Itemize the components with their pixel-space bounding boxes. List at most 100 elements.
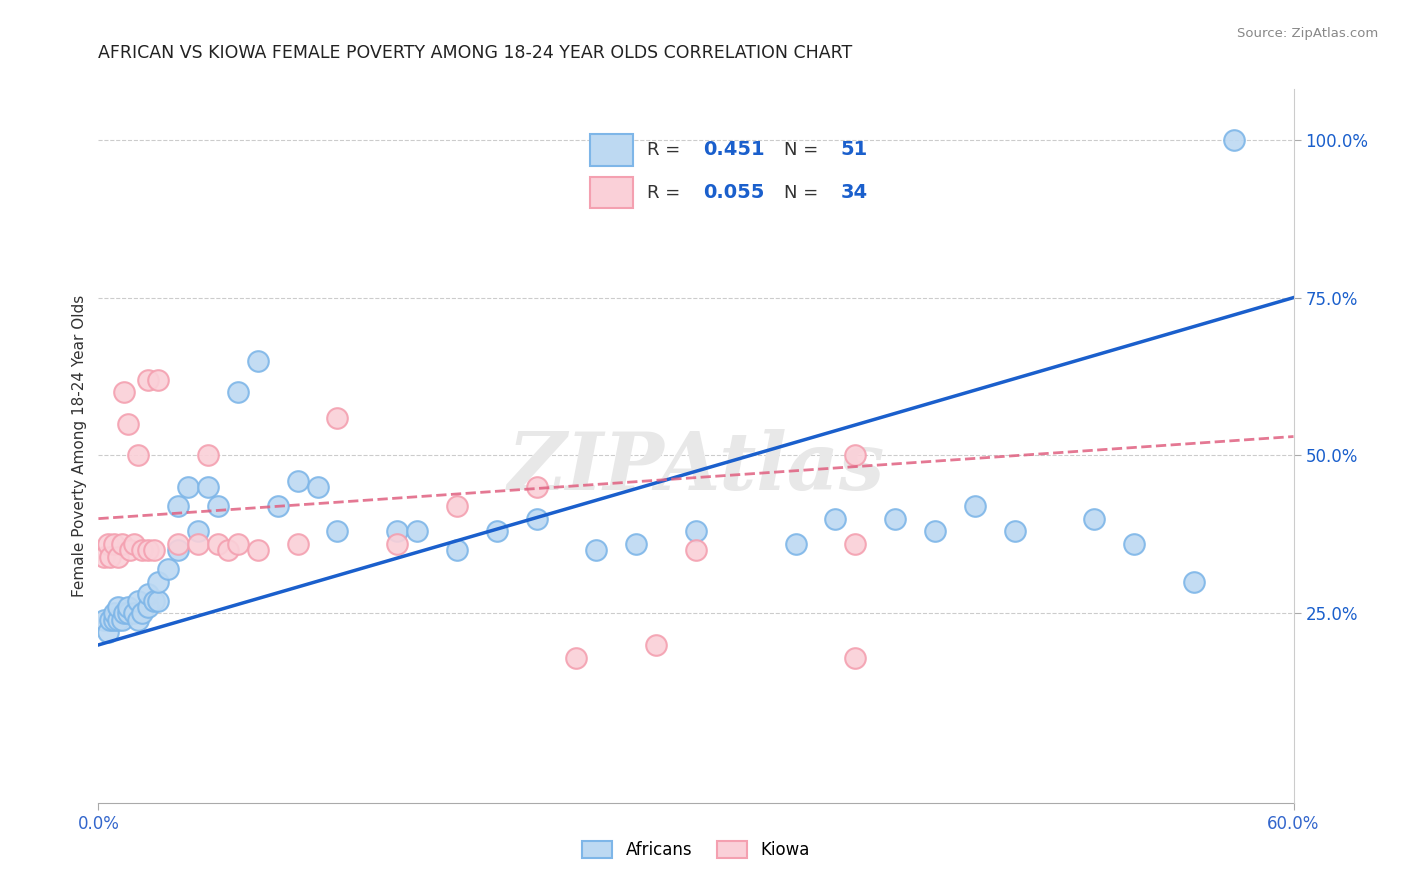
Point (148, 574, 170, 589)
Point (136, 373, 159, 387)
Point (217, 543, 239, 558)
Point (157, 562, 180, 576)
Point (103, 613, 125, 627)
Point (97, 625, 120, 640)
Point (287, 537, 309, 551)
Point (226, 537, 249, 551)
Y-axis label: Female Poverty Among 18-24 Year Olds: Female Poverty Among 18-24 Year Olds (72, 295, 87, 597)
Point (446, 499, 468, 513)
Point (1182, 574, 1205, 589)
Point (406, 524, 429, 539)
Point (148, 593, 170, 607)
Point (117, 600, 139, 615)
Point (131, 543, 153, 558)
Point (117, 607, 139, 621)
FancyBboxPatch shape (591, 134, 633, 166)
Point (585, 543, 607, 558)
Point (111, 613, 134, 627)
Point (626, 537, 648, 551)
Point (103, 607, 125, 621)
Point (117, 417, 139, 431)
Point (385, 537, 409, 551)
Point (100, 549, 122, 564)
Point (93, 549, 115, 564)
Point (131, 607, 153, 621)
Point (526, 480, 548, 494)
Text: 34: 34 (841, 183, 868, 202)
Point (107, 600, 129, 615)
Point (326, 410, 349, 425)
Point (526, 511, 548, 525)
Point (177, 480, 200, 494)
Point (127, 449, 149, 463)
Point (207, 499, 229, 513)
Point (197, 449, 219, 463)
Point (197, 480, 219, 494)
Point (136, 543, 159, 558)
Point (785, 537, 807, 551)
Point (124, 607, 146, 621)
Point (246, 353, 269, 368)
Legend: Africans, Kiowa: Africans, Kiowa (575, 834, 817, 866)
Point (112, 607, 135, 621)
Text: ZIPAtlas: ZIPAtlas (508, 429, 884, 506)
Text: 0.451: 0.451 (703, 140, 765, 160)
Point (645, 638, 668, 652)
Point (226, 385, 249, 400)
Point (824, 511, 846, 525)
Point (143, 543, 166, 558)
Text: AFRICAN VS KIOWA FEMALE POVERTY AMONG 18-24 YEAR OLDS CORRELATION CHART: AFRICAN VS KIOWA FEMALE POVERTY AMONG 18… (98, 45, 852, 62)
Point (97, 537, 120, 551)
Point (187, 537, 209, 551)
Point (107, 613, 129, 627)
Point (844, 650, 866, 665)
Point (1083, 511, 1105, 525)
Point (1222, 133, 1246, 147)
Text: R =: R = (647, 141, 681, 159)
Point (963, 499, 986, 513)
Point (167, 543, 190, 558)
Point (884, 511, 907, 525)
Point (124, 537, 146, 551)
Point (844, 537, 866, 551)
Point (385, 524, 409, 539)
Point (167, 499, 190, 513)
Point (136, 600, 159, 615)
Point (307, 480, 329, 494)
Point (100, 613, 122, 627)
Point (246, 543, 269, 558)
Text: 0.055: 0.055 (703, 183, 765, 202)
Point (136, 587, 159, 601)
Point (167, 537, 190, 551)
Point (565, 650, 588, 665)
Text: Source: ZipAtlas.com: Source: ZipAtlas.com (1237, 27, 1378, 40)
Point (127, 593, 149, 607)
Point (187, 524, 209, 539)
Point (111, 537, 134, 551)
Point (844, 449, 866, 463)
Point (103, 537, 125, 551)
Point (93, 613, 115, 627)
Point (446, 543, 468, 558)
Point (1123, 537, 1146, 551)
Point (924, 524, 946, 539)
Point (127, 613, 149, 627)
Point (685, 524, 707, 539)
Point (267, 499, 290, 513)
Point (148, 373, 170, 387)
Point (207, 537, 229, 551)
Point (107, 549, 129, 564)
Point (120, 543, 142, 558)
Text: 51: 51 (841, 140, 868, 160)
Point (1004, 524, 1026, 539)
Point (485, 524, 508, 539)
Text: N =: N = (785, 141, 818, 159)
Point (143, 593, 166, 607)
Point (685, 543, 707, 558)
Text: R =: R = (647, 184, 681, 202)
Point (112, 385, 135, 400)
FancyBboxPatch shape (591, 177, 633, 209)
Point (326, 524, 349, 539)
Text: N =: N = (785, 184, 818, 202)
Point (287, 474, 309, 488)
